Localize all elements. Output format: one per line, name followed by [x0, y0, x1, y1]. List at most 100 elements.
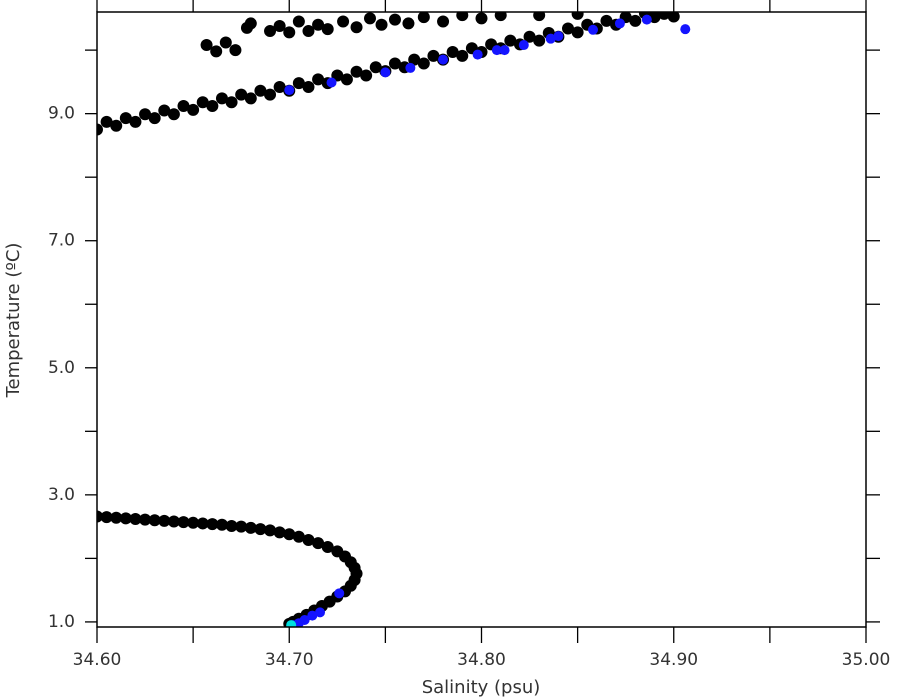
data-point [491, 45, 502, 56]
data-point [167, 515, 180, 528]
data-point [504, 34, 517, 47]
data-point [110, 119, 123, 132]
data-point [264, 524, 277, 537]
data-point [139, 108, 152, 121]
plot-points [97, 12, 691, 627]
data-point [562, 22, 575, 35]
data-point [196, 96, 209, 109]
data-point [139, 513, 152, 526]
data-point [402, 17, 415, 30]
data-point [215, 518, 228, 531]
data-point [158, 514, 171, 527]
data-point [292, 530, 305, 543]
data-point [167, 108, 180, 121]
data-point [215, 92, 228, 105]
data-point [206, 100, 219, 113]
data-point [388, 13, 401, 26]
data-point [641, 14, 652, 25]
data-point [588, 24, 599, 35]
data-point [326, 77, 337, 88]
data-point [438, 54, 449, 65]
data-point [350, 65, 363, 78]
data-point [337, 15, 350, 28]
data-point [456, 12, 469, 22]
data-point [475, 12, 488, 25]
data-point [533, 34, 546, 47]
x-tick-label: 34.60 [73, 650, 122, 670]
data-point [427, 49, 440, 62]
data-point [523, 30, 536, 43]
data-point [302, 25, 315, 38]
data-point [518, 40, 529, 51]
data-point [235, 88, 248, 101]
data-point [283, 26, 296, 39]
data-point [177, 100, 190, 113]
x-tick-label: 34.90 [649, 650, 698, 670]
data-point [177, 516, 190, 529]
data-point [264, 88, 277, 101]
data-point [456, 49, 469, 62]
data-point [388, 57, 401, 70]
data-point [417, 12, 430, 24]
data-point [533, 12, 546, 22]
data-point [614, 18, 625, 29]
x-axis-title: Salinity (psu) [422, 677, 541, 698]
y-tick-label: 9.0 [48, 104, 75, 124]
data-point [292, 15, 305, 28]
data-point [446, 46, 459, 59]
data-point [187, 516, 200, 529]
data-point [553, 31, 564, 42]
data-point [380, 67, 391, 78]
data-point [229, 44, 242, 57]
data-point [312, 73, 325, 86]
data-point [321, 23, 334, 36]
data-point [273, 526, 286, 539]
data-point [206, 518, 219, 531]
y-tick-label: 5.0 [48, 358, 75, 378]
data-point [196, 517, 209, 530]
data-point [110, 511, 123, 524]
data-point [200, 39, 213, 52]
data-point [363, 12, 376, 25]
data-point [494, 12, 507, 22]
data-point [264, 25, 277, 38]
data-point [360, 69, 373, 82]
data-point [545, 33, 556, 44]
data-point [244, 17, 257, 30]
data-point [273, 80, 286, 93]
data-point [254, 84, 267, 97]
data-point [302, 80, 315, 93]
y-tick-label: 7.0 [48, 231, 75, 251]
data-point [292, 77, 305, 90]
data-point [417, 57, 430, 70]
data-point [334, 588, 345, 599]
data-point [283, 528, 296, 541]
data-point [629, 14, 642, 27]
y-tick-label: 1.0 [48, 612, 75, 632]
data-point [408, 53, 421, 66]
data-point [350, 21, 363, 34]
data-point [129, 115, 142, 128]
data-point [187, 103, 200, 116]
data-point [658, 12, 671, 20]
data-point [244, 521, 257, 534]
data-point [225, 519, 238, 532]
data-point [315, 607, 326, 618]
data-point [148, 514, 161, 527]
data-point [273, 19, 286, 32]
data-point [340, 73, 353, 86]
data-point [100, 115, 113, 128]
data-point [302, 533, 315, 546]
data-point [286, 620, 297, 627]
data-point [158, 104, 171, 117]
x-tick-label: 34.80 [457, 650, 506, 670]
data-point [321, 540, 334, 553]
data-point [225, 96, 238, 109]
data-point [369, 61, 382, 74]
data-point [375, 18, 388, 31]
data-point [600, 14, 613, 27]
data-point [472, 49, 483, 60]
data-point [119, 112, 132, 125]
x-tick-label: 35.00 [842, 650, 891, 670]
